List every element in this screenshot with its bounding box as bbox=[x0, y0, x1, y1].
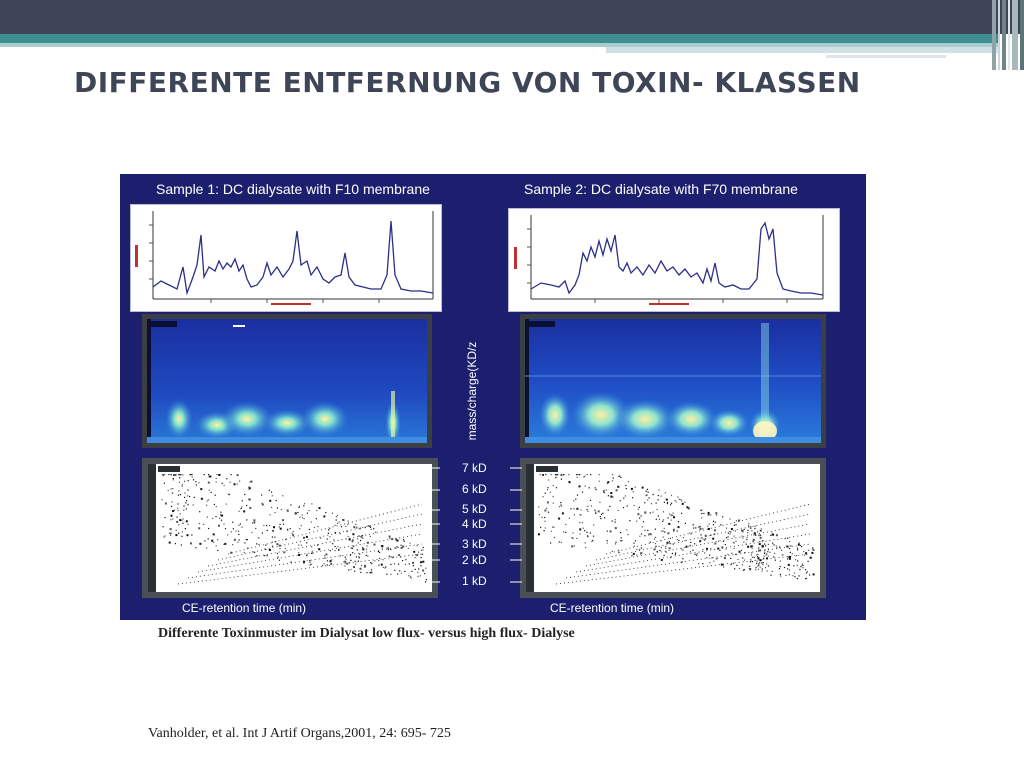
header-bar bbox=[0, 0, 1024, 34]
figure-panel: Sample 1: DC dialysate with F10 membrane… bbox=[120, 174, 866, 620]
header-step-line bbox=[826, 55, 946, 58]
ce-retention-label-right: CE-retention time (min) bbox=[550, 601, 675, 615]
sample1-title: Sample 1: DC dialysate with F10 membrane bbox=[156, 181, 430, 197]
mass-charge-axis-label: mass/charge(KD/z bbox=[465, 342, 479, 441]
mass-tick-6kd: 6 kD bbox=[462, 482, 487, 496]
mass-tick-7kd: 7 kD bbox=[462, 461, 487, 475]
source-reference: Vanholder, et al. Int J Artif Organs,200… bbox=[148, 726, 451, 741]
sample2-chromatogram bbox=[508, 208, 840, 312]
sample1-scatter-map bbox=[142, 458, 438, 598]
ce-retention-label-left: CE-retention time (min) bbox=[182, 601, 307, 615]
mass-tick-1kd: 1 kD bbox=[462, 574, 487, 588]
sample2-title: Sample 2: DC dialysate with F70 membrane bbox=[524, 181, 798, 197]
header-right-stripes bbox=[992, 0, 1024, 70]
mass-tick-5kd: 5 kD bbox=[462, 502, 487, 516]
mass-tick-2kd: 2 kD bbox=[462, 553, 487, 567]
header-step-band bbox=[606, 47, 1000, 53]
mass-tick-3kd: 3 kD bbox=[462, 537, 487, 551]
header-light-band bbox=[0, 43, 1000, 47]
svg-text:mass/charge(KD/z: mass/charge(KD/z bbox=[465, 342, 479, 441]
slide-title: DIFFERENTE ENTFERNUNG VON TOXIN- KLASSEN bbox=[74, 66, 861, 99]
figure-caption: Differente Toxinmuster im Dialysat low f… bbox=[158, 626, 575, 641]
sample2-scatter-map bbox=[520, 458, 826, 598]
mass-tick-4kd: 4 kD bbox=[462, 517, 487, 531]
sample1-heatmap bbox=[142, 314, 432, 448]
sample2-heatmap bbox=[520, 314, 826, 448]
header-accent-band bbox=[0, 34, 1000, 43]
mass-tick-marks bbox=[432, 467, 522, 583]
sample1-chromatogram bbox=[130, 204, 442, 312]
